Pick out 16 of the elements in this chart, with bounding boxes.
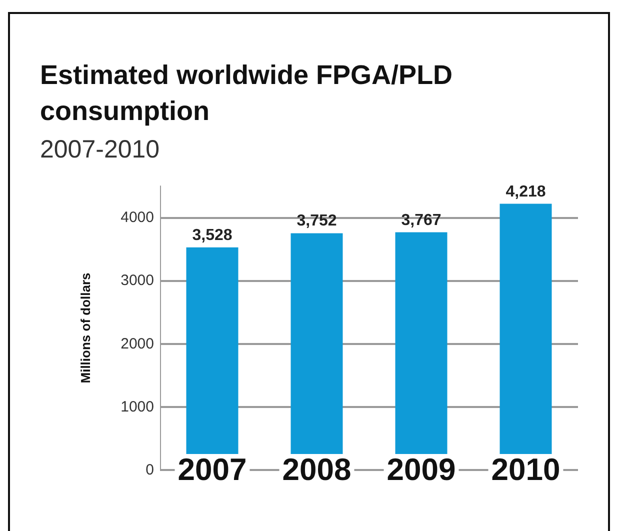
data-label: 3,528 bbox=[192, 226, 232, 244]
chart-subtitle: 2007-2010 bbox=[40, 136, 160, 164]
y-tick-label: 1000 bbox=[120, 398, 154, 416]
x-tick-label: 2009 bbox=[386, 452, 456, 487]
data-label: 3,767 bbox=[401, 212, 442, 229]
chart-title: Estimated worldwide FPGA/PLD consumption bbox=[40, 60, 460, 126]
y-tick-label: 3000 bbox=[120, 272, 154, 290]
y-axis-title: Millions of dollars bbox=[78, 272, 93, 384]
y-tick-label: 0 bbox=[146, 462, 154, 478]
y-tick-label: 2000 bbox=[120, 335, 154, 352]
x-tick-label: 2008 bbox=[282, 452, 352, 487]
y-tick-label: 4000 bbox=[120, 209, 154, 226]
x-tick-label: 2007 bbox=[178, 452, 247, 487]
data-label: 4,218 bbox=[506, 183, 546, 200]
data-label: 3,752 bbox=[296, 212, 337, 230]
x-tick-label: 2010 bbox=[491, 452, 560, 487]
